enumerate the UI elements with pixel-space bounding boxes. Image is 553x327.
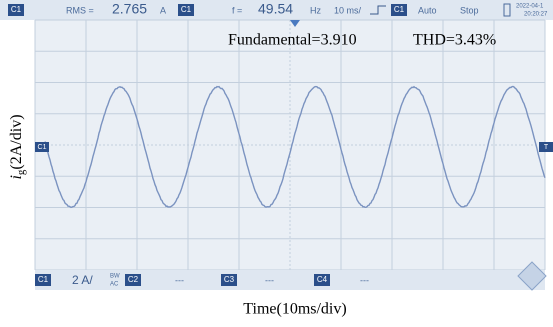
- channel: C2: [128, 275, 139, 284]
- time: 20:20:27: [524, 12, 548, 18]
- f-label: f =: [232, 5, 242, 15]
- rms-value: 2.765: [112, 1, 147, 17]
- thd: THD=3.43%: [413, 32, 496, 49]
- channel: C1: [394, 5, 405, 14]
- left-marker: C1: [38, 144, 47, 151]
- y-label-text: (2A/div): [8, 114, 25, 169]
- timebase: 10 ms/: [334, 5, 362, 15]
- value: ---: [360, 275, 369, 285]
- channel: C1: [11, 5, 22, 14]
- bw: BW: [110, 274, 120, 280]
- state: Stop: [460, 5, 479, 15]
- channel: C1: [38, 275, 49, 284]
- scale: 2 A/: [72, 273, 93, 287]
- value: ---: [265, 275, 274, 285]
- date: 2022-04-1: [516, 4, 544, 10]
- y-label: ig(2A/div): [8, 114, 27, 179]
- f-value: 49.54: [258, 1, 293, 17]
- rms-label: RMS =: [66, 5, 94, 15]
- x-label: Time(10ms/div): [243, 301, 346, 318]
- f-unit: Hz: [310, 5, 321, 15]
- fundamental: Fundamental=3.910: [228, 32, 357, 49]
- mode: Auto: [418, 5, 437, 15]
- figure: C1 RMS = 2.765 A C1 f = 49.54 Hz 10 ms/ …: [0, 0, 553, 327]
- channel: C3: [224, 275, 235, 284]
- right-marker: T: [544, 144, 549, 151]
- channel: C1: [181, 5, 192, 14]
- channel: C4: [317, 275, 328, 284]
- value: ---: [175, 275, 184, 285]
- ac: AC: [110, 282, 119, 288]
- rms-unit: A: [160, 5, 166, 15]
